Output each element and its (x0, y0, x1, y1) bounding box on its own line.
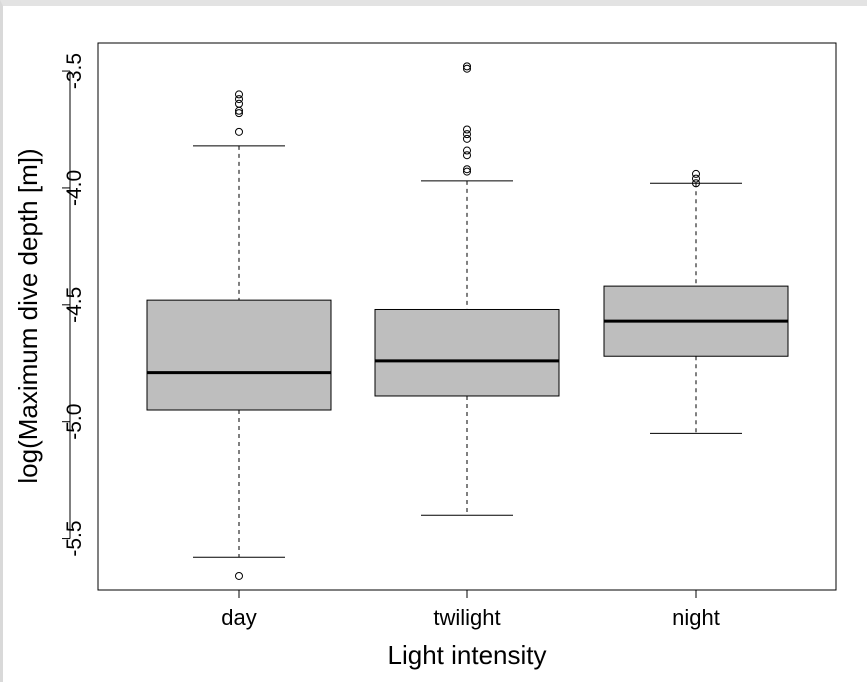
outlier-point (463, 151, 471, 160)
outlier-point (692, 179, 700, 188)
outlier-point (463, 62, 471, 71)
box-day (146, 90, 332, 580)
x-tick-label: night (672, 605, 720, 630)
outlier-point (235, 90, 243, 99)
outlier-point (463, 125, 471, 134)
y-tick-label: -4.0 (63, 170, 86, 206)
outlier-point (235, 106, 243, 115)
outlier-point (692, 174, 700, 183)
outlier-point (463, 146, 471, 155)
y-axis-label: log(Maximum dive depth [m]) (13, 148, 43, 483)
outlier-point (235, 571, 243, 580)
outlier-point (463, 167, 471, 176)
x-axis: day twilight night (221, 589, 720, 630)
boxes (146, 62, 789, 580)
outlier-point (463, 130, 471, 139)
outlier-point (235, 95, 243, 104)
y-tick-label: -4.5 (63, 287, 86, 323)
x-axis-label: Light intensity (388, 640, 547, 670)
box-body (374, 308, 560, 397)
y-tick-label: -3.5 (63, 53, 86, 89)
outlier-point (463, 165, 471, 174)
outlier-point (463, 134, 471, 143)
y-tick-label: -5.0 (63, 404, 86, 440)
box-night (603, 169, 789, 434)
outlier-point (235, 99, 243, 108)
x-tick-label: day (221, 605, 256, 630)
box-twilight (374, 62, 560, 516)
outlier-point (463, 64, 471, 73)
y-tick-label: -5.5 (63, 520, 86, 556)
y-axis: -3.5 -4.0 -4.5 -5.0 -5.5 (62, 53, 86, 557)
outlier-point (692, 169, 700, 178)
x-tick-label: twilight (433, 605, 500, 630)
box-body (146, 299, 332, 411)
outlier-point (235, 127, 243, 136)
outlier-point (235, 109, 243, 118)
